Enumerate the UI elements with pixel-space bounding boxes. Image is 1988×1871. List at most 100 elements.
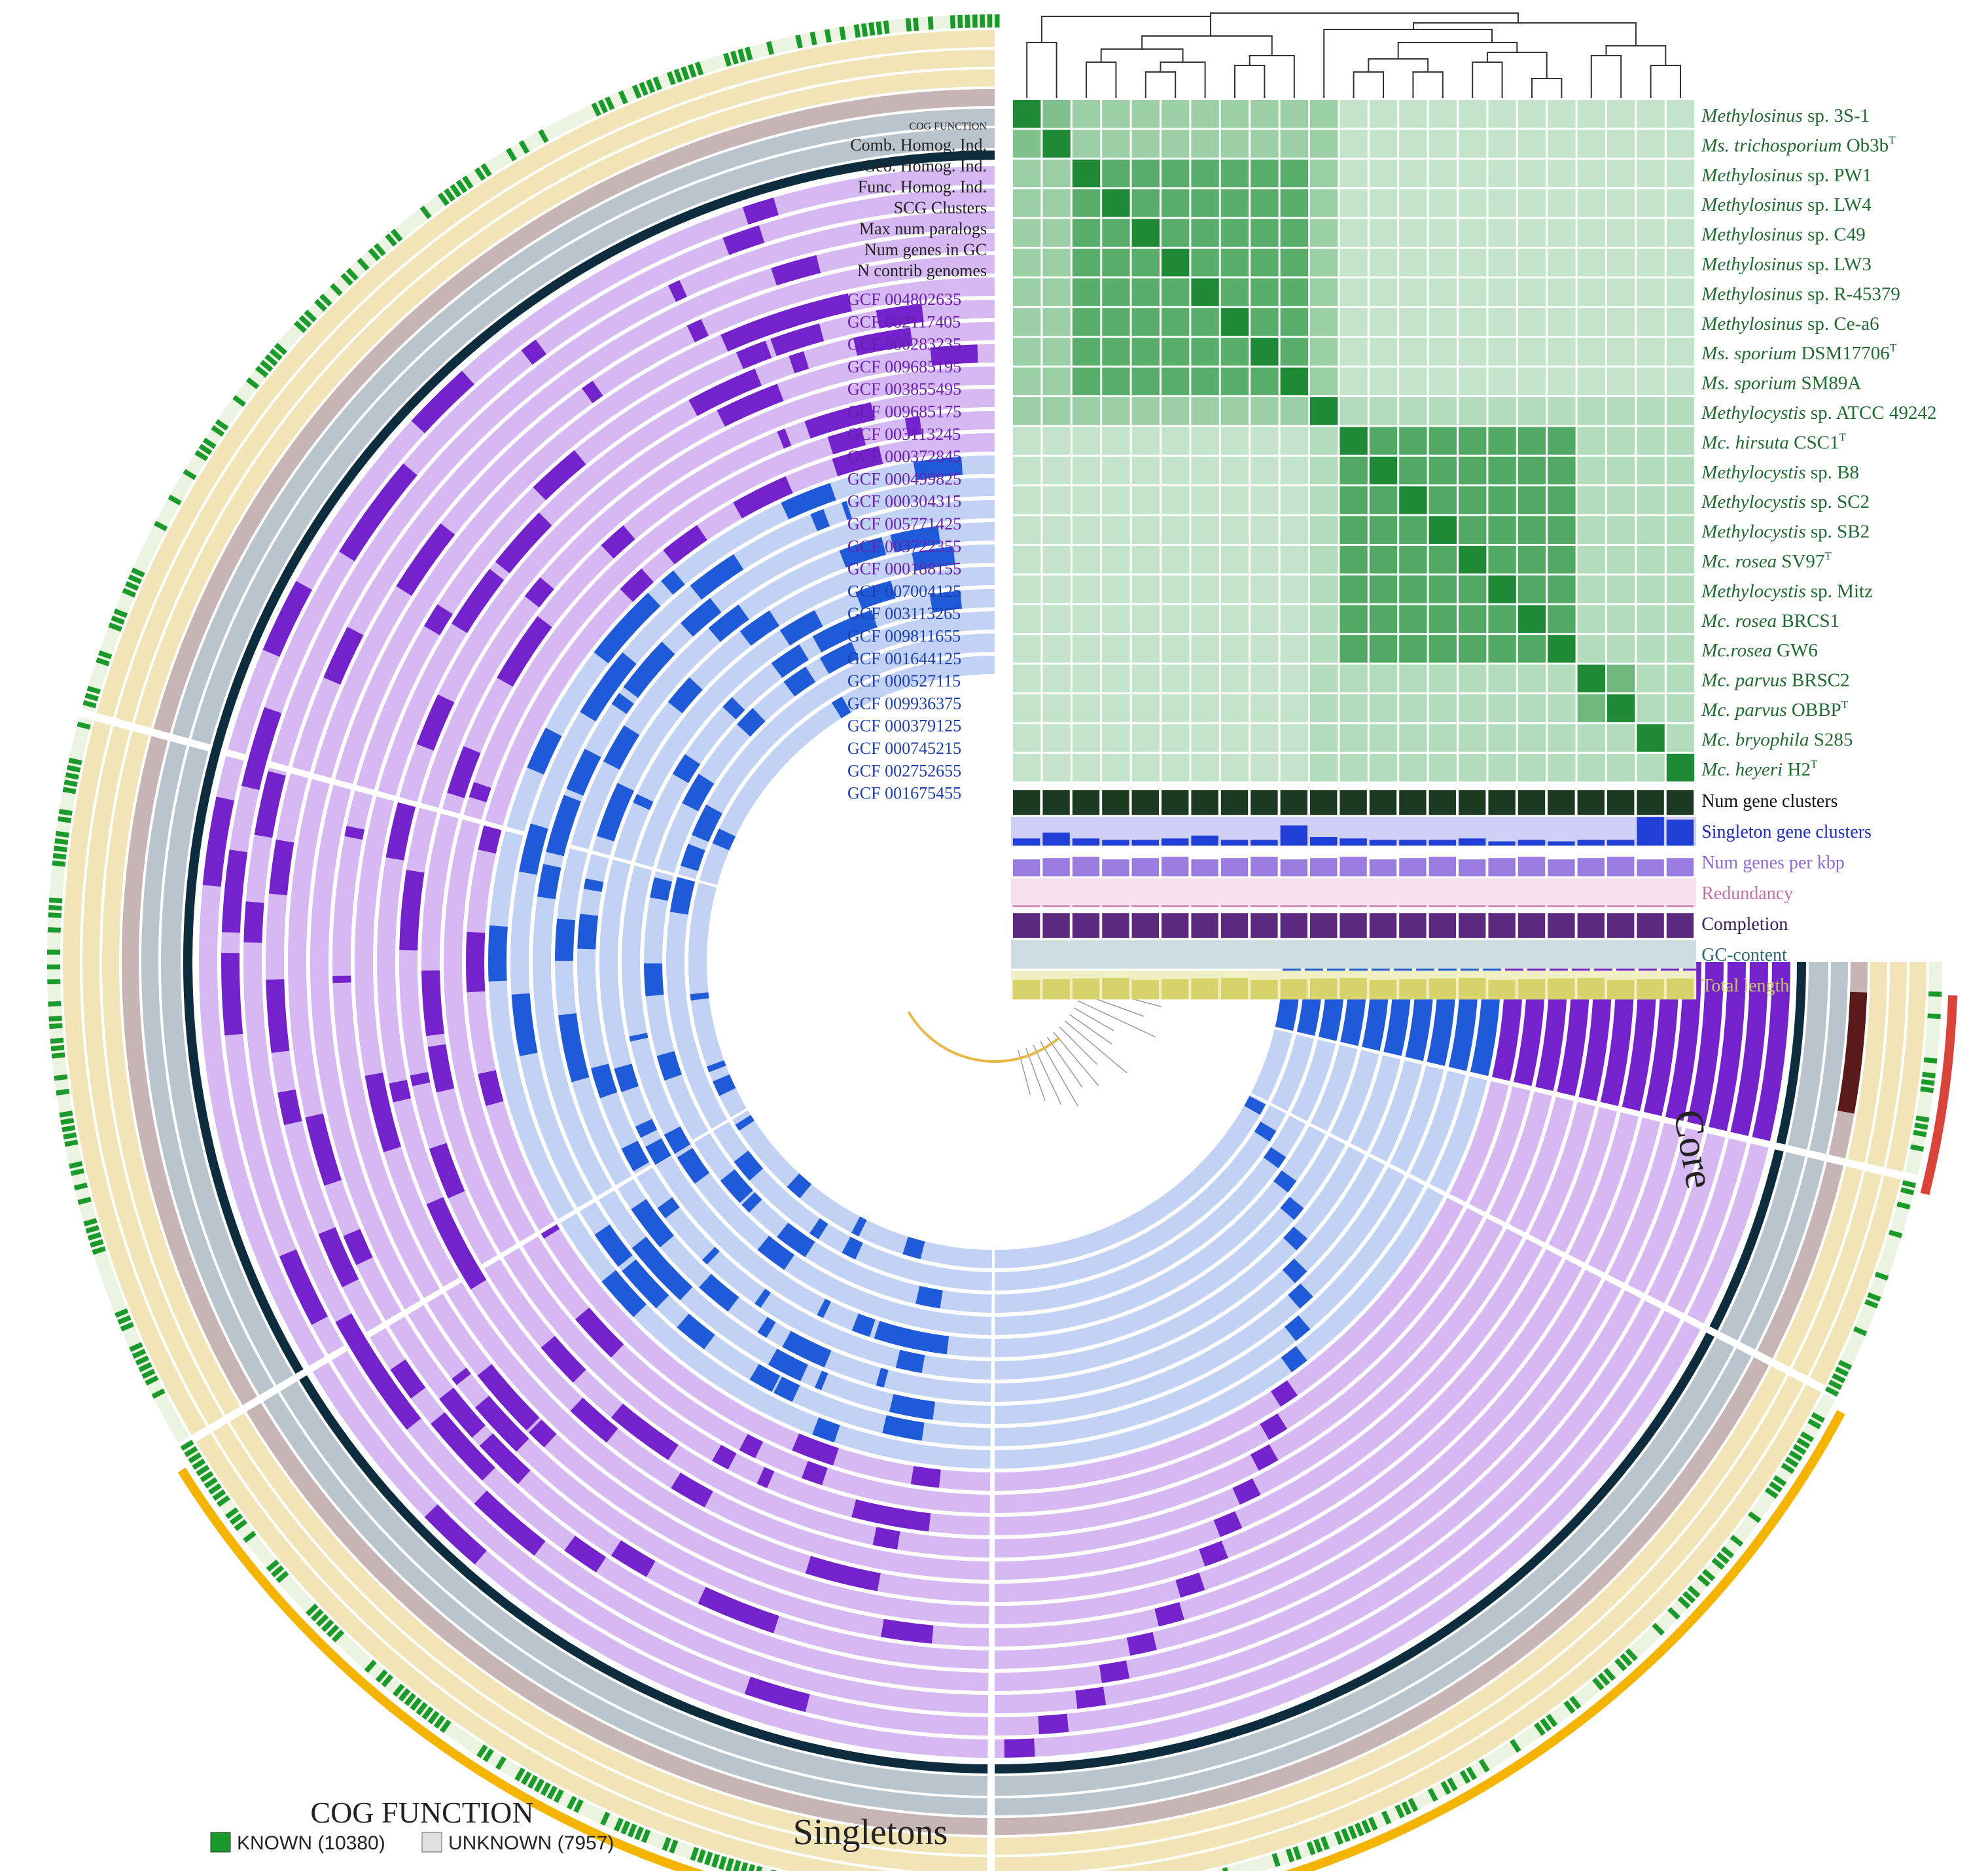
accessory-gene-cluster [809,1218,828,1239]
cog-known-tick [264,354,278,366]
species-labels: Methylosinus sp. 3S-1 Ms. trichosporium O… [1701,105,1936,780]
genome-ring-segment [995,1156,1385,1402]
accessory-gene-cluster [323,626,364,685]
cog-legend: COG FUNCTION KNOWN (10380) UNKNOWN (7957… [210,1796,614,1854]
cog-known-tick [63,1132,77,1140]
dendrogram-link [1368,58,1429,72]
accessory-gene-cluster [488,925,508,982]
heatmap-cell [1310,575,1338,603]
cog-known-tick [427,1711,440,1724]
genome-bar [1220,913,1249,938]
heatmap-cell [1013,427,1041,455]
species-label: Methylosinus sp. 3S-1 [1701,105,1870,126]
genome-bar [1488,841,1516,846]
cog-known-tick [455,179,468,194]
cog-known-tick [1921,1079,1935,1086]
genome-bar [1577,978,1605,1000]
heatmap-cell [1072,219,1101,247]
heatmap-cell [1162,753,1190,782]
heatmap-cell [1666,575,1695,603]
cog-known-tick [573,1799,584,1813]
heatmap-cell [1280,397,1308,425]
heatmap-cell [1072,189,1101,217]
accessory-gene-cluster [478,825,502,854]
genome-bar [1607,905,1635,908]
genome-bar [1577,858,1605,877]
accessory-gene-cluster [541,1224,560,1239]
heatmap-cell [1013,546,1041,574]
genome-bar [1607,857,1635,877]
heatmap-cell [1666,249,1695,277]
accessory-gene-cluster [874,1321,913,1348]
accessory-gene-cluster [668,280,687,302]
genome-id-label: GCF 003855495 [847,380,961,399]
cog-known-tick [48,904,62,911]
cog-known-tick [60,1118,75,1125]
genome-ring-segment [1647,1133,1726,1304]
heatmap-cell [1518,694,1546,722]
singleton-gene-cluster [1154,1602,1184,1627]
accessory-gene-cluster [254,771,286,838]
cog-known-tick [1614,1658,1627,1671]
accessory-gene-cluster [515,1029,538,1056]
heatmap-cell [1429,397,1457,425]
heatmap-cell [1399,100,1427,128]
accessory-gene-cluster [734,1150,764,1181]
cog-known-tick [326,1624,340,1637]
heatmap-cell [1102,338,1130,366]
heatmap-cell [1548,575,1576,603]
genome-id-label: GCF 000379125 [847,717,961,736]
cog-known-tick [200,1470,214,1482]
heatmap-cell [1072,605,1101,633]
heatmap-cell [1042,100,1071,128]
heatmap-cell [1548,159,1576,188]
genome-bar [1488,980,1516,1000]
genome-bar [1459,790,1486,815]
heatmap-cell [1162,278,1190,306]
accessory-gene-cluster [332,975,351,984]
accessory-gene-cluster [771,644,809,678]
heatmap-cell [1607,724,1635,752]
cog-known-tick [310,1609,324,1622]
genome-ring-segment [995,1136,1345,1357]
cog-known-tick [1923,1057,1938,1064]
genome-id-label: GCF 000188155 [847,560,961,579]
accessory-gene-cluster [594,1224,633,1267]
accessory-gene-cluster [708,604,749,642]
heatmap-cell [1102,130,1130,158]
heatmap-cell [1280,753,1308,782]
bar-layer-label: Num genes per kbp [1701,853,1845,873]
genome-ring-segment [335,277,995,784]
genome-ring-segment [995,1239,1543,1580]
accessory-gene-cluster [671,1472,713,1508]
heatmap-cell [1072,100,1101,128]
accessory-gene-cluster [720,1169,753,1203]
cog-known-tick [211,425,225,437]
cog-known-tick [368,247,381,261]
accessory-gene-cluster [722,697,745,720]
species-label: Mc. rosea SV97T [1701,550,1832,572]
genome-bar [1488,913,1516,938]
heatmap-cell [1488,635,1516,663]
heatmap-cell [1042,189,1071,217]
heatmap-cell [1518,427,1546,455]
heatmap-cell [1072,308,1101,336]
genome-id-label: GCF 001675455 [847,784,961,803]
cog-known-tick [62,787,77,794]
heatmap-cell [1637,724,1665,752]
geo-homog-ring [82,726,224,1425]
cog-known-tick [229,1513,243,1525]
heatmap-cell [1072,546,1101,574]
genome-bar [1191,978,1218,1000]
genome-bar [1577,913,1605,938]
accessory-gene-cluster [787,1173,812,1199]
heatmap-cell [1310,130,1338,158]
heatmap-cell [1399,249,1427,277]
cog-known-tick [141,1368,156,1379]
core-bin-bar [1920,995,1958,1196]
accessory-gene-cluster [635,1118,658,1138]
heatmap-cell [1280,249,1308,277]
cog-known-tick [364,1660,377,1673]
heatmap-cell [1042,338,1071,366]
genome-ring-segment [995,1105,1287,1291]
